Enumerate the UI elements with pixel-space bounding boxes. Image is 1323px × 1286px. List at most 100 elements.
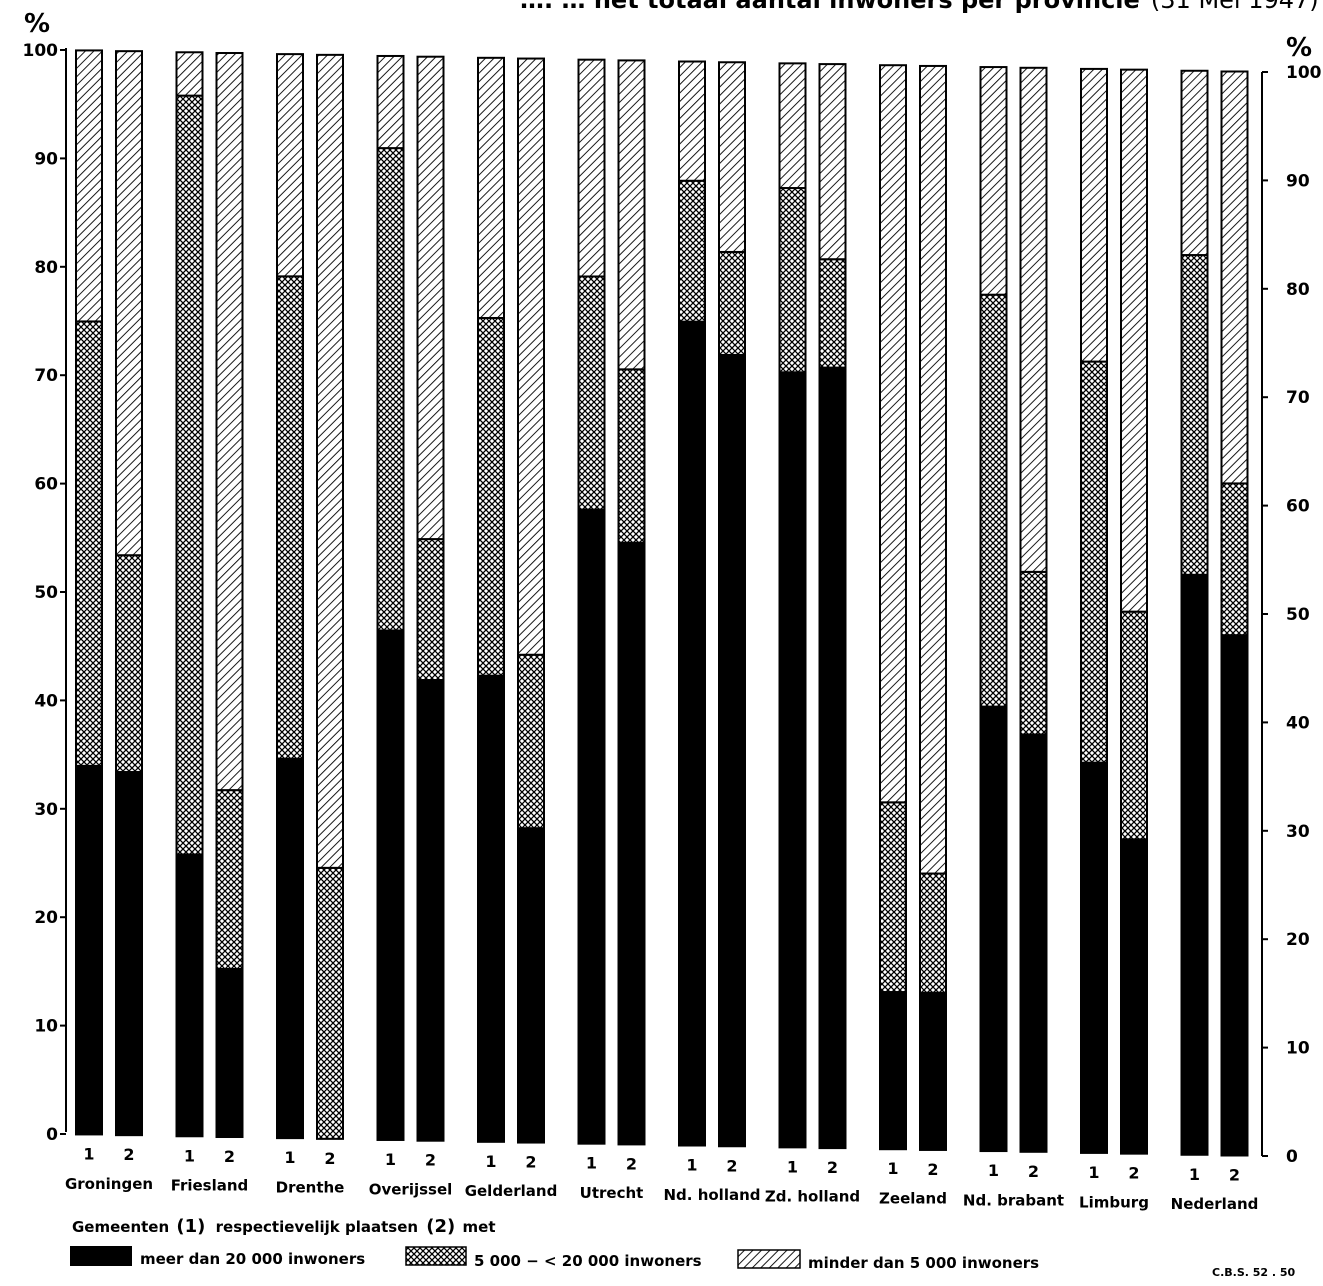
bar-segment-solid (215, 967, 244, 1139)
right-tick-label: 10 (1286, 1039, 1310, 1059)
bar-segment-solid (115, 771, 143, 1137)
left-tick-label: 20 (34, 908, 58, 928)
bar-segment-solid (818, 366, 847, 1150)
category-label: Limburg (1079, 1193, 1149, 1211)
bar-segment-crosshatch (617, 368, 646, 544)
left-tick-label: 10 (34, 1017, 58, 1037)
bar-segment-diagonal (1019, 66, 1048, 573)
right-tick-label: 40 (1286, 713, 1310, 733)
right-tick-label: 20 (1286, 930, 1310, 950)
category-label: Friesland (171, 1177, 249, 1195)
legend: Gemeenten (1) respectievelijk plaatsen (… (70, 1216, 1296, 1279)
category-label: Drenthe (276, 1178, 345, 1196)
bar-sub-label: 2 (927, 1160, 938, 1179)
bar-segment-crosshatch (115, 554, 143, 774)
bar-segment-diagonal (316, 53, 344, 869)
bar-segment-diagonal (276, 53, 304, 278)
left-tick-label: 80 (34, 258, 58, 278)
bar-sub-label: 1 (586, 1154, 597, 1173)
chart-title: …. … het totaal aantal inwoners per prov… (520, 0, 1319, 14)
bar-segment-diagonal (416, 55, 445, 541)
bar-sub-label: 2 (726, 1156, 737, 1175)
left-tick-label: 90 (34, 149, 58, 169)
source-note: C.B.S. 52 . 50 (1212, 1266, 1296, 1279)
bar-segment-diagonal (1080, 67, 1108, 363)
bar-segment-crosshatch (175, 94, 204, 856)
legend-heading: Gemeenten (1) respectievelijk plaatsen (… (72, 1216, 496, 1237)
left-tick-label: 30 (34, 800, 58, 820)
x-axis-labels: 1 2 Groningen 1 2 Friesland 1 2 Drenthe 1 2 Overijs… (65, 1144, 1258, 1213)
category-label: Overijssel (369, 1180, 453, 1198)
bar-sub-label: 2 (224, 1147, 235, 1166)
category-label: Nd. holland (663, 1186, 760, 1204)
chart-title-main: …. … het totaal aantal inwoners per prov… (520, 0, 1140, 14)
bar-segment-crosshatch (778, 187, 807, 374)
bar-segment-solid (919, 991, 947, 1151)
chart-title-date: (31 Mei 1947) (1151, 0, 1319, 14)
right-tick-label: 30 (1286, 822, 1310, 842)
bar-segment-solid (678, 320, 706, 1147)
bar-segment-crosshatch (919, 872, 947, 994)
bar-segment-diagonal (979, 66, 1008, 296)
left-tick-label: 40 (34, 691, 58, 711)
y-unit-right: % (1286, 33, 1312, 63)
bar-sub-label: 1 (385, 1150, 396, 1169)
bar-segment-diagonal (919, 64, 947, 875)
bar-segment-diagonal (1220, 70, 1249, 485)
bar-segment-crosshatch (1120, 610, 1148, 841)
bar-segment-crosshatch (678, 179, 706, 323)
right-tick-label: 70 (1286, 388, 1310, 408)
bar-segment-solid (1220, 634, 1249, 1157)
category-label: Nederland (1171, 1195, 1259, 1213)
right-tick-label: 60 (1286, 497, 1310, 517)
bar-sub-label: 1 (887, 1159, 898, 1178)
bar-sub-label: 2 (123, 1145, 134, 1164)
bar-segment-solid (175, 853, 204, 1138)
legend-heading-3: respectievelijk plaatsen (216, 1218, 418, 1236)
bar-sub-label: 1 (988, 1161, 999, 1180)
bar-segment-diagonal (376, 54, 405, 150)
legend-heading-2: (1) (176, 1216, 205, 1237)
bar-segment-crosshatch (75, 320, 103, 767)
bar-sub-label: 1 (686, 1156, 697, 1175)
bar-sub-label: 2 (626, 1154, 637, 1173)
bar-segment-diagonal (115, 50, 143, 557)
bar-sub-label: 1 (1189, 1165, 1200, 1184)
bar-segment-crosshatch (577, 275, 606, 511)
legend-item-2: 5 000 − < 20 000 inwoners (474, 1252, 702, 1270)
legend-heading-4: (2) (426, 1216, 455, 1237)
bar-segment-diagonal (215, 52, 244, 792)
right-tick-label: 50 (1286, 605, 1310, 625)
bar-segment-solid (376, 629, 405, 1141)
bar-segment-diagonal (617, 59, 646, 371)
right-tick-label: 90 (1286, 171, 1310, 191)
bar-segment-crosshatch (979, 293, 1008, 708)
left-tick-label: 0 (46, 1125, 58, 1145)
bar-sub-label: 2 (1229, 1165, 1240, 1184)
bar-segment-diagonal (577, 58, 606, 278)
category-label: Gelderland (465, 1182, 558, 1200)
bar-sub-label: 1 (284, 1148, 295, 1167)
bar-segment-solid (718, 353, 746, 1148)
bar-segment-crosshatch (376, 147, 405, 632)
bar-segment-crosshatch (1080, 360, 1108, 764)
bar-sub-label: 2 (827, 1158, 838, 1177)
right-tick-label: 100 (1286, 63, 1322, 83)
bar-segment-solid (1019, 733, 1048, 1153)
bar-segment-diagonal (175, 51, 204, 97)
category-label: Nd. brabant (963, 1191, 1064, 1209)
legend-heading-1: Gemeenten (72, 1218, 169, 1236)
bar-segment-solid (979, 705, 1008, 1153)
bar-segment-diagonal (477, 56, 505, 319)
legend-swatch-crosshatch (405, 1246, 467, 1266)
bar-sub-label: 1 (485, 1152, 496, 1171)
bar-segment-solid (1180, 573, 1209, 1156)
left-tick-label: 60 (34, 475, 58, 495)
bars (75, 49, 1249, 1157)
bar-sub-label: 2 (1028, 1162, 1039, 1181)
right-tick-label: 0 (1286, 1147, 1298, 1167)
bar-segment-solid (75, 764, 103, 1136)
bar-sub-label: 1 (184, 1146, 195, 1165)
legend-item-1: meer dan 20 000 inwoners (140, 1250, 365, 1268)
